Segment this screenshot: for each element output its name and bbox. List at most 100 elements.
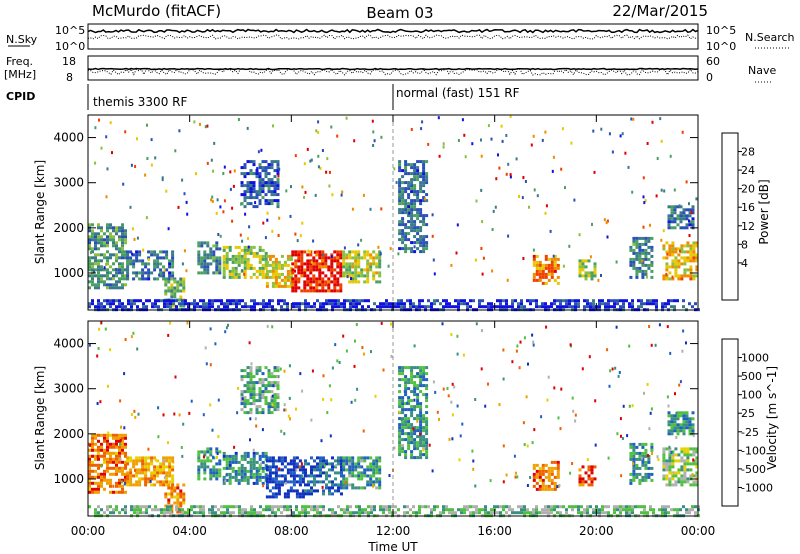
heatmap-cell [115, 508, 118, 512]
heatmap-cell [425, 193, 429, 197]
heatmap-cell [255, 175, 259, 179]
heatmap-cell [179, 489, 183, 493]
heatmap-cell [118, 511, 121, 515]
heatmap-cell [496, 505, 499, 509]
heatmap-cell [369, 268, 373, 272]
heatmap-cell [211, 199, 214, 203]
heatmap-cell [309, 286, 313, 290]
heatmap-cell [418, 511, 421, 515]
heatmap-cell [304, 302, 307, 306]
heatmap-cell [574, 505, 577, 509]
heatmap-cell [265, 468, 269, 472]
heatmap-cell [350, 400, 353, 404]
heatmap-cell [246, 263, 250, 267]
heatmap-cell [581, 265, 585, 269]
heatmap-cell [322, 508, 325, 512]
heatmap-cell [88, 274, 91, 278]
heatmap-cell [277, 260, 281, 264]
heatmap-cell [97, 347, 100, 350]
heatmap-cell [115, 457, 118, 461]
heatmap-cell [372, 474, 376, 478]
heatmap-cell [673, 426, 677, 430]
heatmap-cell [676, 426, 680, 430]
heatmap-cell [456, 223, 459, 227]
heatmap-cell [228, 475, 232, 479]
nsky-label: N.Sky [6, 33, 38, 46]
heatmap-cell [531, 441, 534, 445]
heatmap-cell [367, 505, 370, 509]
heatmap-cell [249, 457, 253, 461]
heatmap-cell [309, 271, 313, 275]
heatmap-cell [670, 508, 673, 512]
heatmap-cell [132, 253, 136, 257]
heatmap-cell [327, 283, 331, 287]
heatmap-cell [638, 242, 642, 246]
heatmap-cell [103, 460, 106, 464]
heatmap-cell [424, 505, 427, 509]
heatmap-cell [271, 260, 275, 264]
heatmap-cell [688, 429, 692, 433]
heatmap-cell [549, 229, 552, 233]
heatmap-cell [373, 302, 376, 306]
heatmap-cell [159, 468, 163, 472]
heatmap-cell [225, 254, 229, 258]
heatmap-cell [535, 505, 538, 509]
heatmap-cell [580, 505, 583, 509]
heatmap-cell [243, 457, 247, 461]
heatmap-cell [135, 474, 139, 478]
heatmap-cell [581, 465, 585, 469]
power-colorbar-label: Power [dB] [757, 179, 771, 244]
heatmap-cell [200, 265, 204, 269]
heatmap-cell [226, 305, 229, 309]
heatmap-cell [349, 302, 352, 306]
heatmap-cell [418, 505, 421, 509]
heatmap-cell [249, 411, 253, 415]
heatmap-cell [502, 444, 505, 448]
heatmap-cell [505, 505, 508, 509]
heatmap-cell [229, 302, 232, 306]
heatmap-cell [246, 190, 250, 194]
heatmap-cell [550, 269, 554, 273]
heatmap-cell [587, 274, 591, 278]
heatmap-cell [106, 463, 109, 467]
heatmap-cell [162, 274, 166, 278]
heatmap-cell [410, 369, 414, 373]
heatmap-cell [249, 390, 253, 394]
heatmap-cell [100, 484, 103, 488]
heatmap-cell [280, 284, 284, 288]
heatmap-cell [103, 280, 106, 284]
heatmap-cell [409, 302, 412, 306]
heatmap-cell [261, 181, 265, 185]
heatmap-cell [109, 505, 112, 509]
heatmap-cell [225, 326, 228, 330]
heatmap-cell [442, 511, 445, 515]
heatmap-cell [212, 271, 216, 275]
heatmap-cell [638, 251, 642, 255]
colorbar-tick-label: 20 [741, 183, 755, 196]
heatmap-cell [451, 508, 454, 512]
heatmap-cell [413, 184, 417, 188]
heatmap-cell [267, 181, 271, 185]
heatmap-cell [252, 190, 256, 194]
heatmap-cell [277, 272, 281, 276]
heatmap-cell [685, 420, 689, 424]
heatmap-cell [168, 259, 172, 263]
heatmap-cell [419, 435, 423, 439]
heatmap-cell [106, 271, 109, 275]
heatmap-cell [425, 432, 429, 436]
heatmap-cell [578, 271, 582, 275]
heatmap-cell [658, 508, 661, 512]
heatmap-cell [294, 269, 296, 273]
heatmap-cell [593, 274, 597, 278]
heatmap-cell [683, 462, 687, 466]
velocity-heatmap-cells [88, 321, 700, 518]
heatmap-cell [538, 260, 542, 264]
heatmap-cell [134, 165, 137, 168]
heatmap-cell [652, 302, 655, 306]
heatmap-cell [650, 236, 654, 240]
heatmap-cell [351, 486, 355, 490]
heatmap-cell [410, 378, 414, 382]
heatmap-cell [283, 495, 287, 499]
heatmap-cell [674, 474, 678, 478]
